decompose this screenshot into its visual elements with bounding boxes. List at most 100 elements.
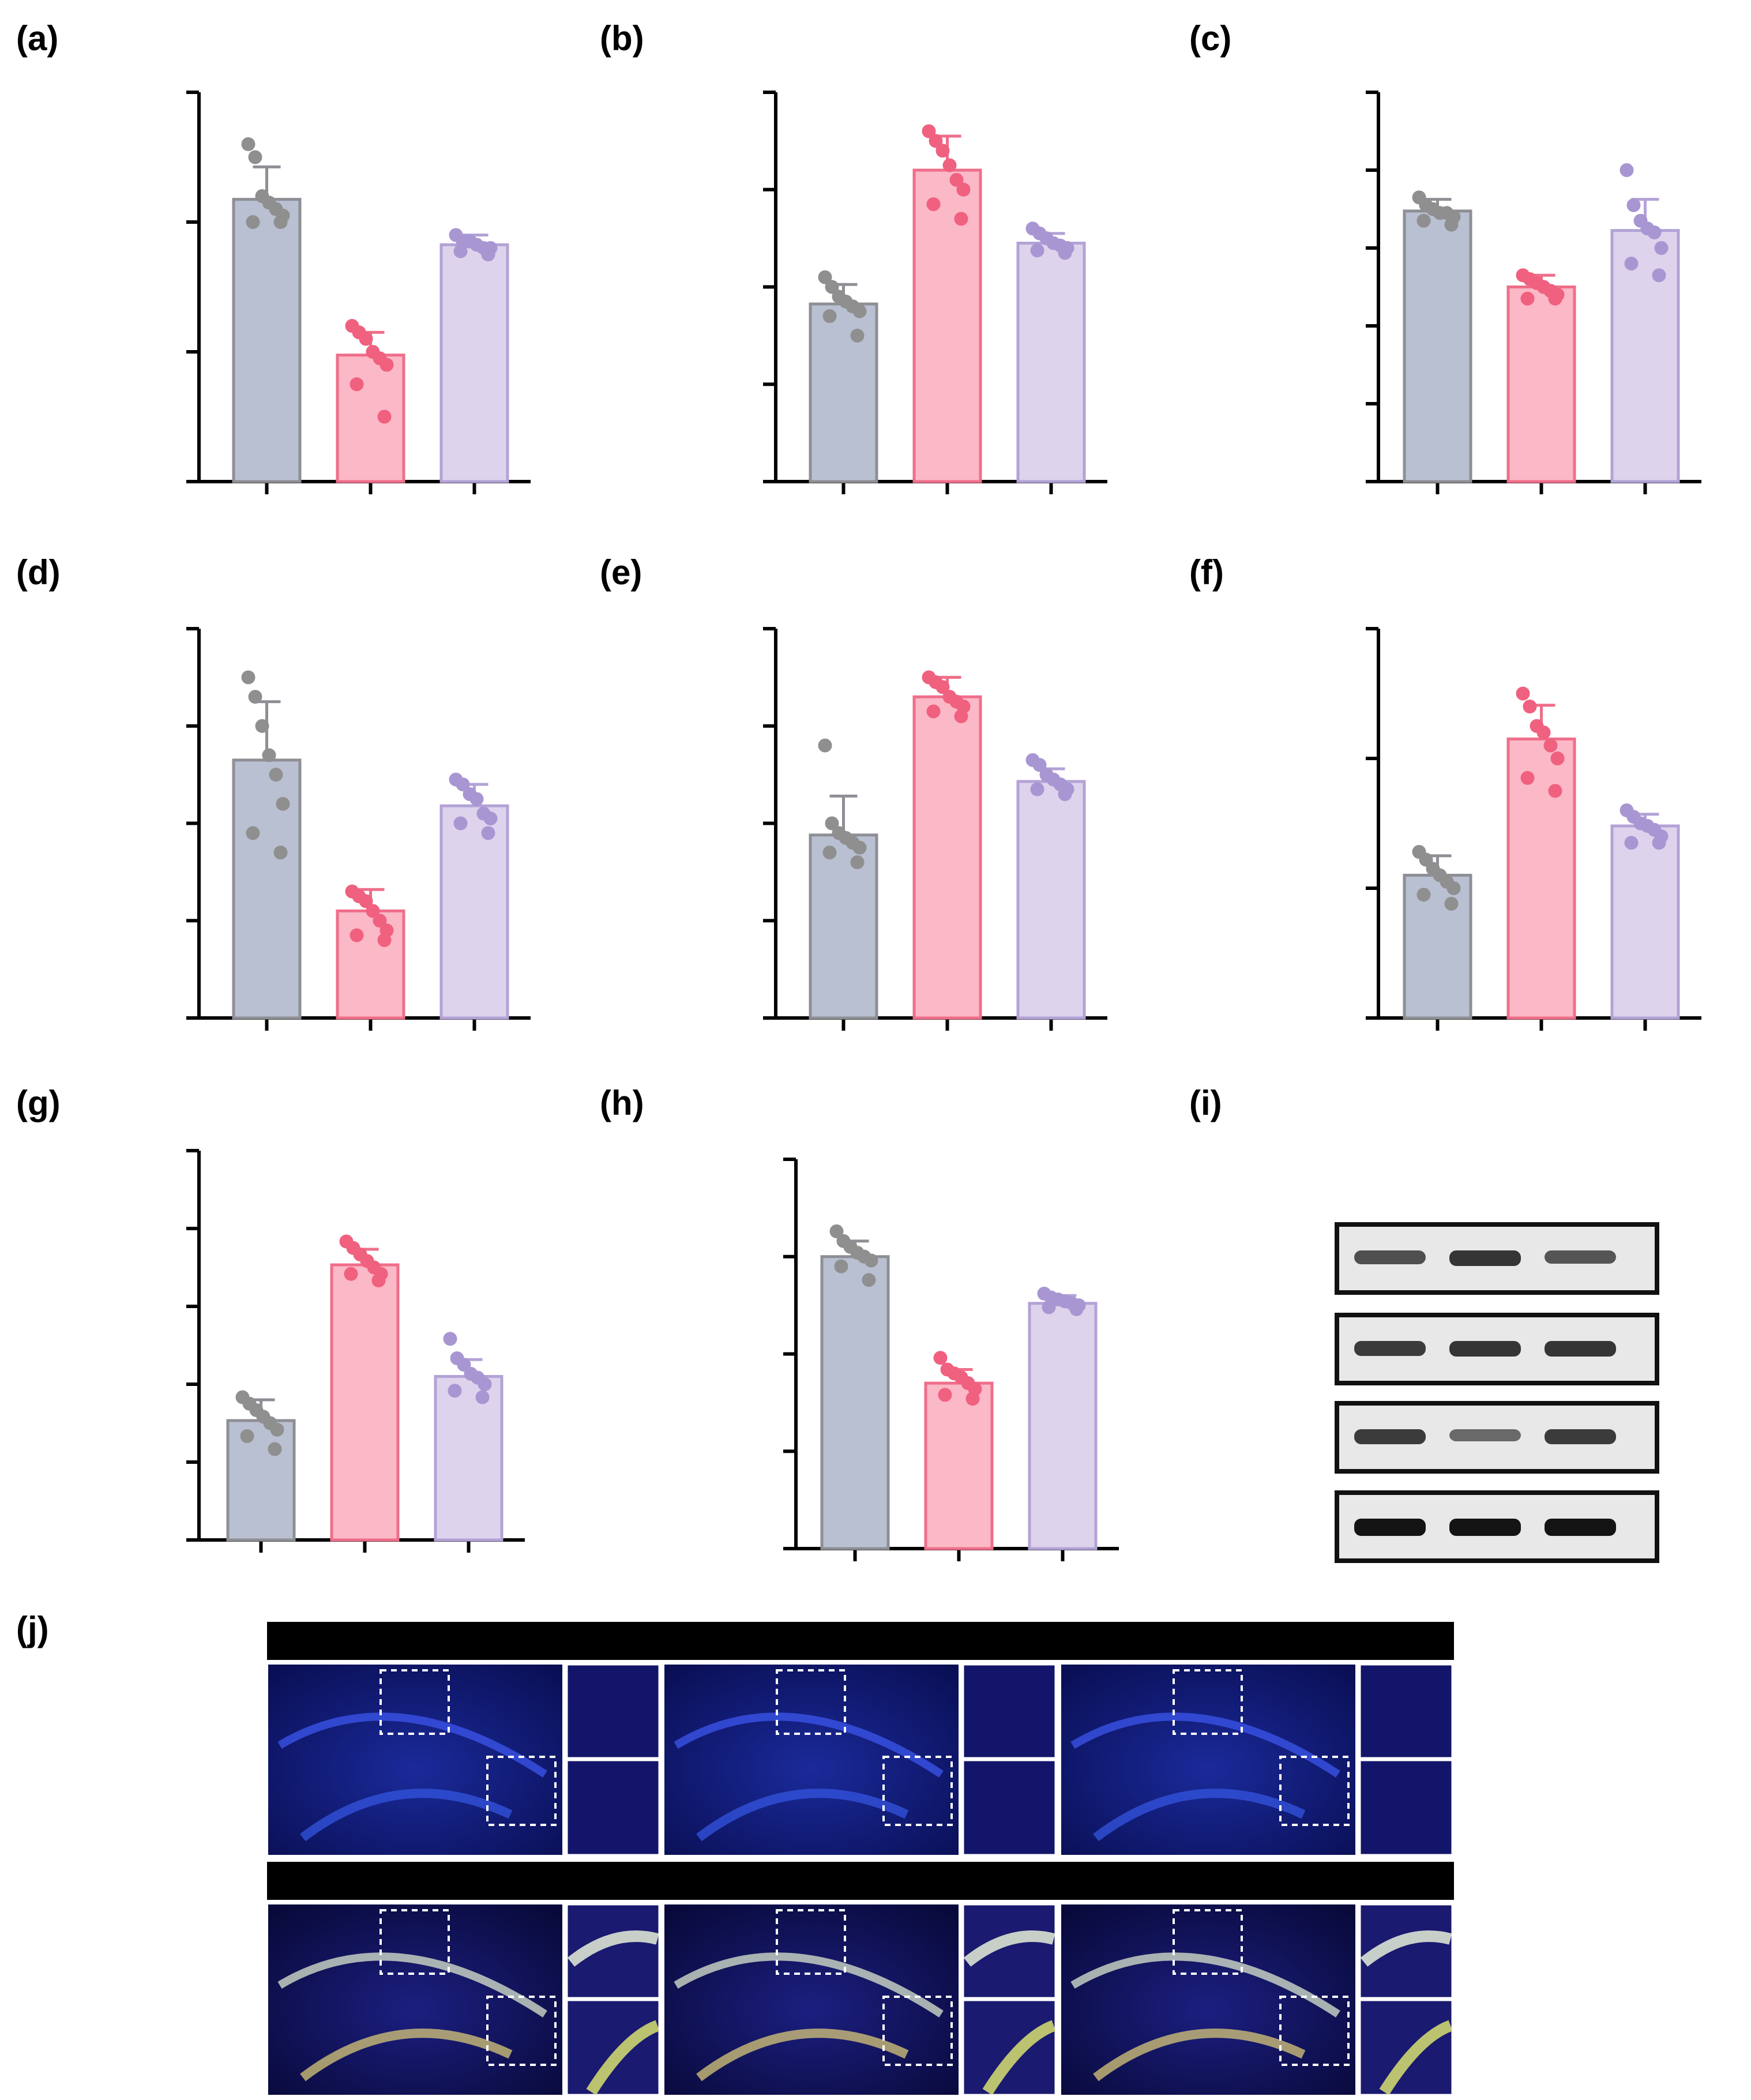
data-point	[825, 816, 839, 831]
panel-letter-a: (a)	[16, 19, 59, 58]
data-point	[453, 816, 468, 831]
panel-letter-j: (j)	[16, 1610, 49, 1648]
if-roi-box	[486, 1996, 557, 2066]
if-roi-box	[379, 1669, 450, 1735]
data-point	[935, 680, 950, 694]
data-point	[822, 309, 837, 324]
data-point	[1626, 198, 1641, 212]
chart-e	[763, 627, 1107, 1031]
chart-a	[186, 91, 531, 494]
panel-letter-e: (e)	[600, 553, 642, 592]
data-point	[1030, 243, 1044, 258]
bar-lpbi	[439, 804, 509, 1020]
data-point	[1520, 771, 1535, 785]
data-point	[1652, 836, 1666, 850]
data-point	[949, 172, 964, 187]
data-point	[1444, 897, 1459, 911]
if-roi-box	[776, 1909, 846, 1975]
data-point	[1620, 163, 1634, 177]
data-point	[1654, 241, 1669, 255]
bar-lf	[232, 758, 302, 1020]
data-point	[829, 1224, 844, 1238]
if-dentate-arc	[300, 2028, 513, 2082]
if-inset	[1359, 1663, 1453, 1759]
data-point	[1416, 888, 1431, 902]
data-point	[456, 777, 470, 791]
data-point	[1548, 784, 1562, 798]
data-point	[359, 894, 373, 908]
data-point	[1030, 782, 1044, 797]
if-roi-box	[1279, 1756, 1350, 1826]
chart-g	[186, 1149, 525, 1553]
data-point	[922, 124, 936, 138]
bar-hf	[924, 1381, 994, 1550]
data-point	[1652, 268, 1666, 283]
data-point	[852, 840, 867, 855]
if-hippocampus-arc	[1070, 1952, 1340, 2018]
blot-band	[1449, 1341, 1521, 1357]
if-inset-signal	[963, 1930, 1055, 1967]
data-point	[276, 797, 290, 811]
data-point	[448, 1384, 462, 1398]
if-inset-signal	[1360, 1930, 1452, 1967]
data-point	[1550, 752, 1565, 765]
if-hippocampus-arc	[1070, 1712, 1340, 1778]
data-point	[1042, 1300, 1056, 1314]
data-point	[965, 1392, 980, 1406]
data-point	[926, 704, 941, 719]
blot-band	[1545, 1341, 1616, 1357]
if-inset	[962, 1759, 1057, 1856]
bar-hf	[330, 1263, 400, 1542]
bar-hf	[912, 695, 982, 1020]
data-point	[379, 358, 394, 372]
data-point	[1416, 213, 1431, 228]
data-point	[850, 855, 865, 869]
data-point	[954, 212, 968, 226]
bar-lf	[232, 198, 302, 483]
blot-band	[1354, 1250, 1426, 1264]
if-roi-box	[776, 1669, 846, 1735]
panel-letter-h: (h)	[600, 1084, 644, 1122]
bar-lf	[1403, 874, 1472, 1020]
chart-b	[763, 91, 1107, 494]
data-point	[241, 670, 255, 685]
if-roi-box	[486, 1756, 557, 1826]
bar-lpbi	[1610, 229, 1680, 483]
if-dentate-arc	[300, 1789, 513, 1842]
bar-lf	[820, 1255, 890, 1550]
if-hippocampus-arc	[277, 1952, 547, 2018]
bar-hf	[1506, 285, 1576, 483]
panel-letter-b: (b)	[600, 19, 644, 58]
chart-f	[1366, 627, 1701, 1031]
data-point	[269, 768, 283, 782]
data-point	[350, 377, 364, 392]
if-roi-box	[1173, 1909, 1243, 1975]
data-point	[359, 332, 373, 346]
data-point	[933, 1351, 948, 1365]
bar-lf	[226, 1419, 296, 1542]
if-roi-box	[1173, 1669, 1243, 1735]
data-point	[475, 1390, 490, 1404]
data-point	[1032, 758, 1047, 772]
data-point	[822, 846, 837, 860]
chart-h	[783, 1158, 1119, 1561]
bar-lf	[809, 833, 878, 1020]
data-point	[240, 1429, 254, 1443]
data-point	[825, 280, 839, 294]
blot-band	[1449, 1250, 1521, 1266]
panel-letter-f: (f)	[1189, 553, 1224, 592]
data-point	[926, 197, 941, 212]
if-inset	[962, 1999, 1057, 2096]
data-point	[481, 826, 495, 840]
bar-hf	[1506, 737, 1576, 1020]
if-hippocampus-arc	[674, 1712, 944, 1778]
data-point	[366, 904, 380, 918]
chart-c	[1366, 91, 1701, 494]
data-point	[862, 1273, 876, 1287]
data-point	[248, 690, 262, 704]
data-point	[1516, 686, 1530, 701]
blot-band	[1545, 1519, 1616, 1536]
data-point	[443, 1332, 457, 1346]
data-point	[478, 1377, 492, 1391]
data-point	[1543, 738, 1558, 753]
